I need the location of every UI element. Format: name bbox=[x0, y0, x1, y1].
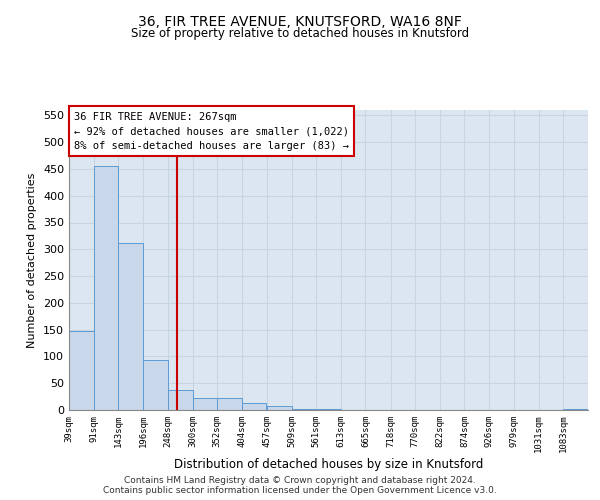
Text: Contains HM Land Registry data © Crown copyright and database right 2024.: Contains HM Land Registry data © Crown c… bbox=[124, 476, 476, 485]
Bar bbox=[563, 409, 588, 410]
Text: Contains public sector information licensed under the Open Government Licence v3: Contains public sector information licen… bbox=[103, 486, 497, 495]
Bar bbox=[143, 360, 168, 410]
Bar bbox=[217, 398, 242, 410]
Text: 36, FIR TREE AVENUE, KNUTSFORD, WA16 8NF: 36, FIR TREE AVENUE, KNUTSFORD, WA16 8NF bbox=[138, 15, 462, 29]
Bar bbox=[193, 398, 217, 410]
Bar bbox=[69, 330, 94, 410]
Bar bbox=[94, 166, 118, 410]
Text: Size of property relative to detached houses in Knutsford: Size of property relative to detached ho… bbox=[131, 28, 469, 40]
Bar bbox=[242, 403, 266, 410]
X-axis label: Distribution of detached houses by size in Knutsford: Distribution of detached houses by size … bbox=[174, 458, 483, 471]
Text: 36 FIR TREE AVENUE: 267sqm
← 92% of detached houses are smaller (1,022)
8% of se: 36 FIR TREE AVENUE: 267sqm ← 92% of deta… bbox=[74, 112, 349, 151]
Bar bbox=[267, 406, 292, 410]
Bar bbox=[292, 409, 316, 410]
Bar bbox=[168, 390, 193, 410]
Bar bbox=[118, 244, 143, 410]
Y-axis label: Number of detached properties: Number of detached properties bbox=[28, 172, 37, 348]
